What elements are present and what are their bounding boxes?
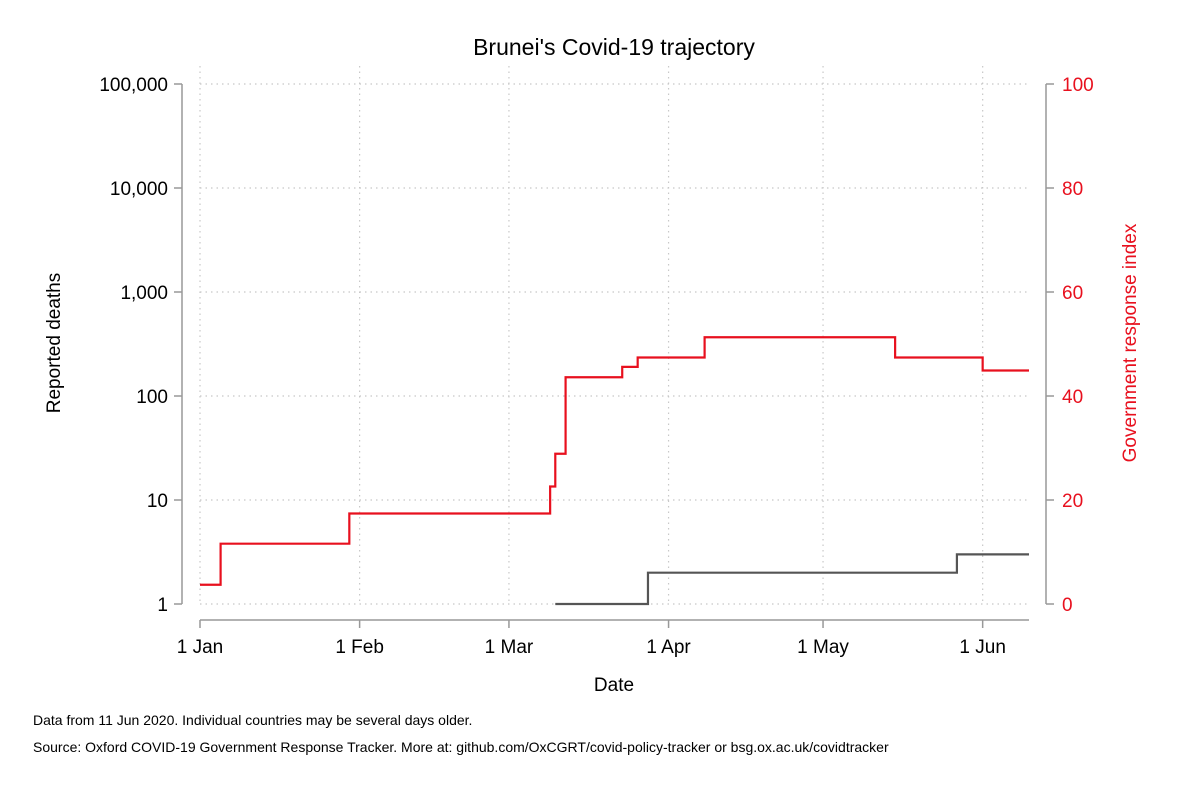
x-tick-label: 1 Jan	[177, 637, 223, 658]
y-left-tick-label: 100,000	[99, 75, 168, 96]
y-left-tick-label: 1	[157, 595, 168, 616]
footnote-source: Source: Oxford COVID-19 Government Respo…	[33, 739, 889, 755]
y-left-tick-label: 10,000	[110, 179, 168, 200]
y-left-tick-label: 10	[147, 491, 168, 512]
y-right-tick-label: 20	[1062, 491, 1083, 512]
y-right-tick-label: 0	[1062, 595, 1073, 616]
y-axis-right-label: Government response index	[1120, 223, 1141, 462]
response-index-line	[200, 336, 1029, 586]
x-tick-label: 1 Jun	[959, 637, 1005, 658]
y-right-tick-label: 40	[1062, 387, 1083, 408]
x-axis-label: Date	[594, 675, 634, 696]
x-tick-label: 1 Apr	[646, 637, 691, 658]
x-tick-label: 1 Feb	[335, 637, 384, 658]
y-right-tick-label: 80	[1062, 179, 1083, 200]
x-tick-label: 1 Mar	[485, 637, 534, 658]
footnote-data-date: Data from 11 Jun 2020. Individual countr…	[33, 712, 473, 728]
x-tick-label: 1 May	[797, 637, 849, 658]
y-axis-left-label: Reported deaths	[44, 273, 65, 414]
deaths-line	[555, 553, 1029, 606]
y-right-tick-label: 60	[1062, 283, 1083, 304]
y-left-tick-label: 1,000	[120, 283, 168, 304]
series-lines	[200, 336, 1029, 606]
y-right-tick-label: 100	[1062, 75, 1094, 96]
y-left-tick-label: 100	[136, 387, 168, 408]
gridlines	[199, 66, 1029, 605]
chart-title: Brunei's Covid-19 trajectory	[473, 34, 755, 60]
axes: 1 10 100 1,000 10,000 100,000 0 20 40 60 80 100 1 Ja…	[99, 75, 1093, 658]
